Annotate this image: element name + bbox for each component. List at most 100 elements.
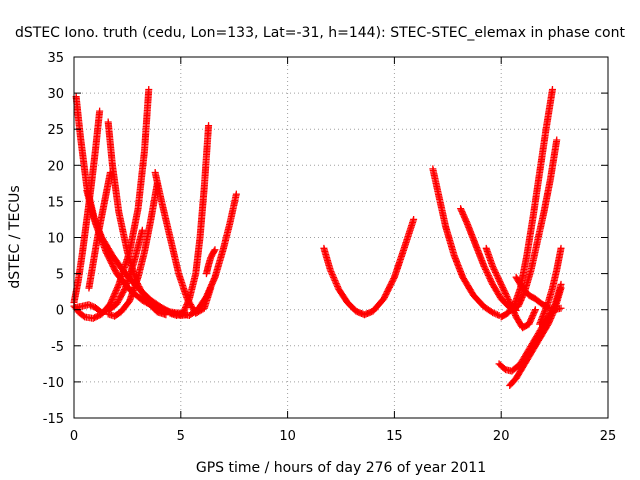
data-point [490,265,498,273]
data-point [328,270,336,278]
data-point [495,276,503,284]
data-point [204,288,212,296]
data-point [202,293,210,301]
x-tick-label: 15 [386,429,403,444]
data-point [492,310,500,318]
data-point [114,282,122,290]
data-point [489,262,497,270]
axis-ticks: 0 5 10 15 20 25 -15 -10 -5 0 5 10 15 20 25 30 35 [43,51,617,444]
data-point [328,269,336,277]
data-point [500,286,508,294]
data-point [491,267,499,275]
data-point [211,246,219,254]
data-point [503,292,511,300]
data-point [208,281,216,289]
data-point [331,276,339,284]
data-point [112,286,120,294]
data-point [209,278,217,286]
data-point [548,85,556,93]
data-point [490,309,498,317]
series-12 [202,246,219,278]
data-point [499,285,507,293]
series-22 [536,244,565,328]
x-tick-label: 5 [177,429,185,444]
series-11 [177,190,240,319]
data-point [482,267,490,275]
data-point [96,107,104,115]
data-point [489,264,497,272]
data-point [501,289,509,297]
data-point [114,283,122,291]
x-tick-label: 10 [279,429,296,444]
data-point [486,274,494,282]
series-17 [497,85,556,321]
data-point [210,276,218,284]
data-point [502,291,510,299]
data-point [205,122,213,130]
data-point [206,285,214,293]
y-tick-label: 20 [47,159,64,174]
data-point [531,306,539,314]
y-tick-label: -10 [43,376,64,391]
data-point [203,291,211,299]
data-point [480,262,488,270]
data-point [501,288,509,296]
data-point [329,272,337,280]
y-tick-label: -5 [51,340,64,355]
data-point [334,282,342,290]
data-point [110,292,118,300]
data-point [232,190,240,198]
series-13 [320,215,418,319]
series-6 [85,169,114,292]
data-point [332,279,340,287]
y-tick-label: 5 [56,268,64,283]
data-point [111,289,119,297]
data-point [492,268,500,276]
data-point [108,295,116,303]
data-point [496,279,504,287]
data-point [494,274,502,282]
y-tick-label: 30 [47,87,64,102]
y-axis-label: dSTEC / TECUs [7,185,23,288]
data-point [410,215,418,223]
data-point [496,277,504,285]
data-point [332,278,340,286]
series-20 [506,284,565,390]
data-point [326,266,334,274]
data-point [204,290,212,298]
data-point [207,282,215,290]
series-8 [104,179,161,320]
x-tick-label: 20 [493,429,510,444]
series-15 [457,205,520,314]
series-7 [104,118,170,319]
data-point [107,298,115,306]
x-tick-label: 0 [70,429,78,444]
data-point [327,267,335,275]
data-point [557,244,565,252]
data-point [557,304,565,312]
data-point [112,288,120,296]
data-point [553,136,561,144]
data-point [487,276,495,284]
data-point [79,312,87,320]
y-tick-label: 10 [47,232,64,247]
y-tick-label: 0 [56,304,64,319]
data-point [208,279,216,287]
x-tick-label: 25 [600,429,617,444]
data-point [330,275,338,283]
data-point [206,284,214,292]
data-point [333,281,341,289]
data-point [499,283,507,291]
data-point [110,291,118,299]
data-point [482,265,490,273]
data-point [145,85,153,93]
data-point [485,273,493,281]
data-points [70,85,565,390]
data-point [484,271,492,279]
data-point [487,277,495,285]
data-point [483,268,491,276]
data-point [108,297,116,305]
data-point [498,282,506,290]
